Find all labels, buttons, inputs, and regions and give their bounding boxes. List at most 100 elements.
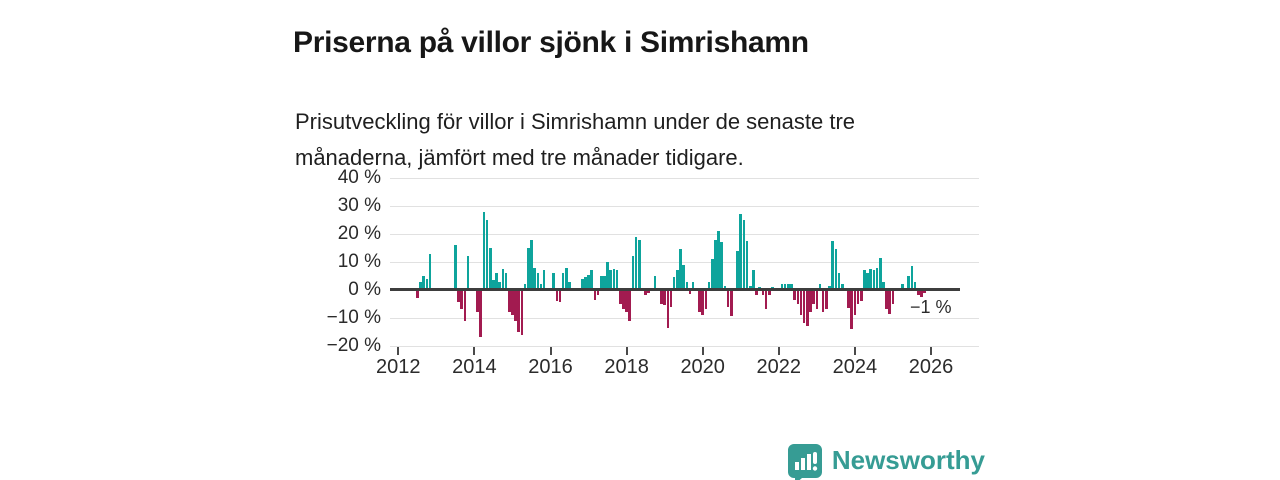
x-axis-tick <box>777 347 780 355</box>
bar-negative <box>729 289 733 317</box>
x-axis-tick <box>701 347 704 355</box>
x-axis-tick <box>397 347 400 355</box>
bar-positive <box>653 275 657 290</box>
bar-negative <box>802 289 806 324</box>
bar-positive <box>780 284 784 290</box>
bar-positive <box>498 281 502 290</box>
bar-negative <box>859 289 863 302</box>
bar-positive <box>606 261 609 290</box>
bar-positive <box>580 278 584 290</box>
bar-negative <box>666 289 670 328</box>
bar-positive <box>637 239 641 290</box>
bar-negative <box>701 289 704 316</box>
bar-negative <box>755 289 758 296</box>
bar-positive <box>676 270 679 290</box>
bar-negative <box>856 289 860 304</box>
bar-negative <box>479 289 483 338</box>
bar-negative <box>463 289 467 321</box>
bar-negative <box>688 289 692 295</box>
bar-positive <box>875 267 879 290</box>
bar-negative <box>457 289 460 303</box>
bar-positive <box>631 256 635 290</box>
bar-negative <box>476 289 479 313</box>
bar-positive <box>612 268 616 290</box>
gridline <box>390 317 979 319</box>
bar-positive <box>501 268 505 290</box>
bar-positive <box>910 266 914 290</box>
bar-positive <box>482 211 486 290</box>
bar-positive <box>527 247 530 290</box>
gridline <box>390 261 979 263</box>
bar-positive <box>685 281 689 290</box>
bar-positive <box>882 281 885 290</box>
bar-positive <box>587 274 590 290</box>
bar-negative <box>761 289 765 296</box>
bar-negative <box>885 289 888 310</box>
gridline <box>390 345 979 347</box>
bar-positive <box>872 270 876 290</box>
bar-positive <box>615 270 619 290</box>
bar-positive <box>863 270 866 290</box>
bar-positive <box>568 281 571 290</box>
x-axis-tick <box>853 347 856 355</box>
bar-positive <box>869 268 873 290</box>
bar-negative <box>764 289 768 310</box>
bar-positive <box>495 273 498 290</box>
bar-negative <box>618 289 622 304</box>
bar-positive <box>679 249 682 290</box>
bar-positive <box>878 257 882 290</box>
bar-negative <box>663 289 666 306</box>
bar-positive <box>834 249 838 290</box>
bar-negative <box>669 289 673 307</box>
y-axis-tick-label: 20 % <box>337 223 381 244</box>
bar-negative <box>815 289 819 310</box>
bar-positive <box>466 256 470 290</box>
bar-positive <box>710 259 714 290</box>
last-value-annotation: −1 % <box>910 297 952 317</box>
bar-positive <box>837 273 841 290</box>
bar-positive <box>542 270 546 290</box>
bar-positive <box>584 277 587 290</box>
bar-negative <box>726 289 730 307</box>
bar-negative <box>511 289 514 316</box>
bar-negative <box>660 289 663 304</box>
zero-baseline <box>390 288 960 292</box>
bar-negative <box>812 289 815 304</box>
bar-positive <box>787 284 790 290</box>
bar-positive <box>634 236 638 290</box>
x-axis-tick <box>473 347 476 355</box>
bar-positive <box>752 270 755 290</box>
bar-positive <box>428 253 432 290</box>
bar-negative <box>558 289 562 303</box>
bar-positive <box>523 284 527 290</box>
x-axis-tick <box>625 347 628 355</box>
bar-positive <box>419 281 422 290</box>
bar-positive <box>552 273 555 290</box>
bar-negative <box>514 289 517 321</box>
bar-positive <box>866 273 869 290</box>
bar-negative <box>507 289 511 313</box>
bar-positive <box>723 285 727 290</box>
bar-negative <box>799 289 803 316</box>
bar-negative <box>847 289 850 309</box>
bar-negative <box>850 289 854 330</box>
bar-positive <box>603 275 606 290</box>
bar-negative <box>517 289 521 332</box>
newsworthy-logo-text: Newsworthy <box>831 445 985 475</box>
bar-negative <box>806 289 809 327</box>
y-axis-tick-label: 40 % <box>337 167 381 189</box>
bar-negative <box>793 289 796 300</box>
bar-positive <box>488 247 492 290</box>
gridline <box>390 234 979 235</box>
bar-positive <box>672 277 676 290</box>
bar-positive <box>907 275 911 290</box>
x-axis-tick <box>549 347 552 355</box>
x-axis-tick-label: 2024 <box>832 356 878 378</box>
bar-negative <box>622 289 625 310</box>
bar-negative <box>416 289 419 299</box>
bar-positive <box>533 267 536 290</box>
bar-positive <box>565 267 568 290</box>
y-axis-tick-label: 0 % <box>348 278 381 300</box>
